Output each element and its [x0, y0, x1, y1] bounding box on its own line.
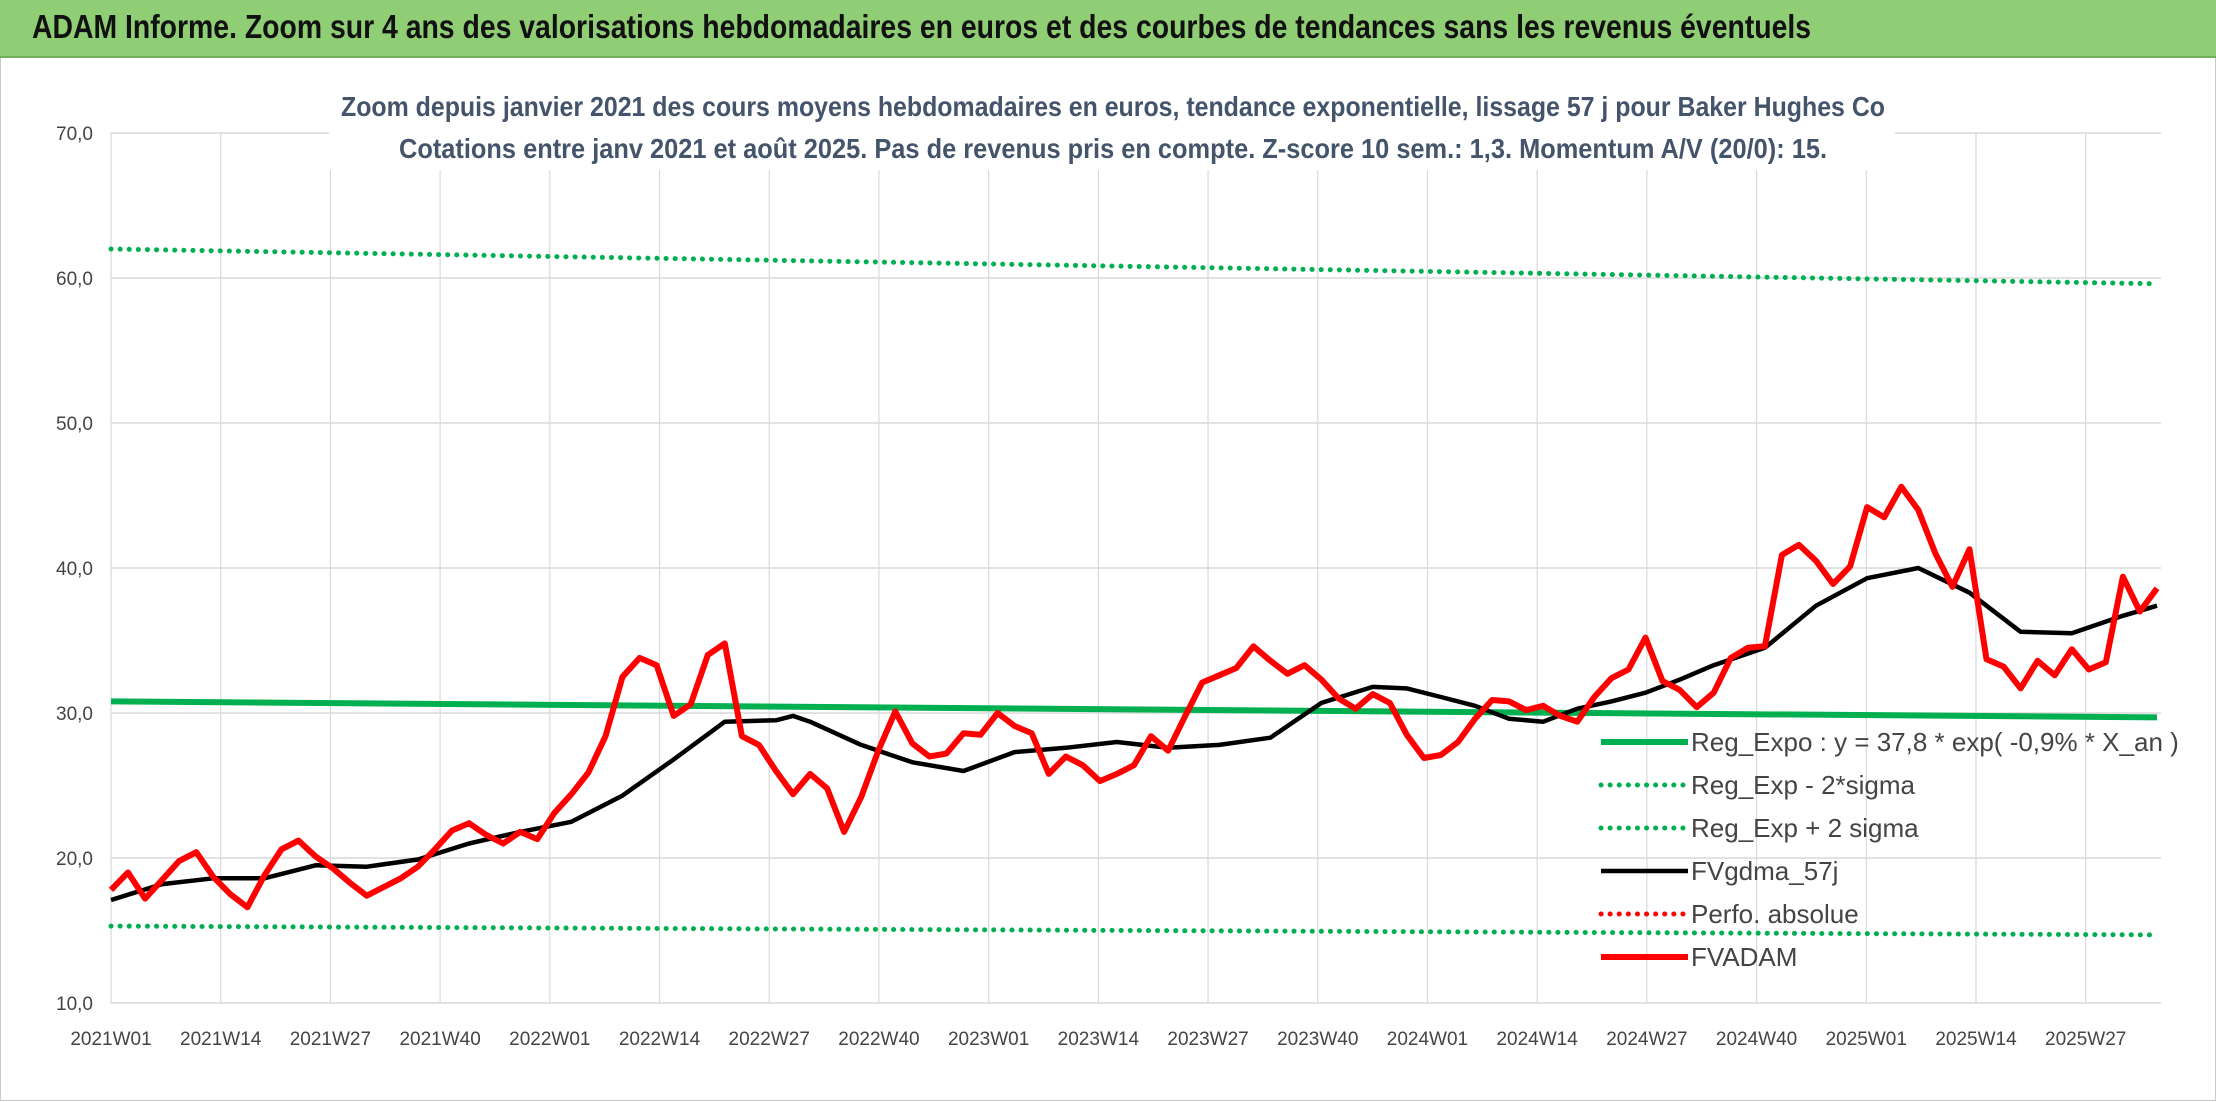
legend-label: FVADAM — [1691, 942, 1797, 972]
x-tick-label: 2023W27 — [1167, 1029, 1248, 1050]
series-layer — [108, 246, 2160, 938]
x-tick-label: 2022W40 — [838, 1029, 919, 1050]
x-tick-label: 2023W40 — [1277, 1029, 1358, 1050]
x-tick-label: 2024W14 — [1496, 1029, 1578, 1050]
series-line-0 — [110, 698, 2158, 721]
legend-label: Reg_Exp - 2*sigma — [1691, 770, 1916, 800]
y-tick-label: 10,0 — [56, 994, 93, 1015]
y-tick-label: 50,0 — [56, 414, 93, 435]
x-tick-label: 2022W27 — [729, 1029, 810, 1050]
x-axis-ticks: 2021W01 2021W14 2021W27 2021W40 2022W01 2022W… — [70, 1029, 2126, 1050]
x-tick-label: 2023W01 — [948, 1029, 1029, 1050]
x-tick-label: 2024W27 — [1606, 1029, 1687, 1050]
y-tick-label: 30,0 — [56, 704, 93, 725]
y-tick-label: 60,0 — [56, 269, 93, 290]
series-line-5 — [108, 483, 2160, 911]
y-tick-label: 70,0 — [56, 124, 93, 145]
x-tick-label: 2024W40 — [1716, 1029, 1797, 1050]
subtitle-line-1: Zoom depuis janvier 2021 des cours moyen… — [341, 91, 1885, 122]
y-tick-label: 40,0 — [56, 559, 93, 580]
x-tick-label: 2022W01 — [509, 1029, 590, 1050]
subtitle-line-2: Cotations entre janv 2021 et août 2025. … — [399, 133, 1827, 164]
report-title: ADAM Informe. Zoom sur 4 ans des valoris… — [32, 8, 1812, 45]
x-tick-label: 2023W14 — [1058, 1029, 1140, 1050]
x-tick-label: 2025W27 — [2045, 1029, 2126, 1050]
legend-label: Perfo. absolue — [1691, 899, 1859, 929]
report-banner: ADAM Informe. Zoom sur 4 ans des valoris… — [0, 0, 2216, 58]
chart-subtitle: Zoom depuis janvier 2021 des cours moyen… — [329, 86, 1895, 170]
gridlines — [110, 132, 2161, 1004]
y-axis-ticks: 10,0 20,0 30,0 40,0 50,0 60,0 70,0 — [56, 124, 93, 1015]
legend-label: Reg_Expo : y = 37,8 * exp( -0,9% * X_an … — [1691, 727, 2179, 757]
x-tick-label: 2021W01 — [70, 1029, 151, 1050]
legend-label: Reg_Exp + 2 sigma — [1691, 813, 1919, 843]
x-tick-label: 2021W40 — [399, 1029, 480, 1050]
x-tick-label: 2025W01 — [1826, 1029, 1907, 1050]
chart-frame: 10,0 20,0 30,0 40,0 50,0 60,0 70,0 2021W01 2021… — [0, 58, 2216, 1101]
x-tick-label: 2021W27 — [290, 1029, 371, 1050]
legend: Reg_Expo : y = 37,8 * exp( -0,9% * X_an … — [1598, 727, 2179, 972]
y-tick-label: 20,0 — [56, 849, 93, 870]
x-tick-label: 2021W14 — [180, 1029, 262, 1050]
x-tick-label: 2025W14 — [1935, 1029, 2017, 1050]
line-chart: 10,020,030,040,050,060,070,0 2021W01 2021… — [56, 86, 2179, 1050]
legend-label: FVgdma_57j — [1691, 856, 1838, 886]
x-tick-label: 2022W14 — [619, 1029, 701, 1050]
x-tick-label: 2024W01 — [1387, 1029, 1468, 1050]
